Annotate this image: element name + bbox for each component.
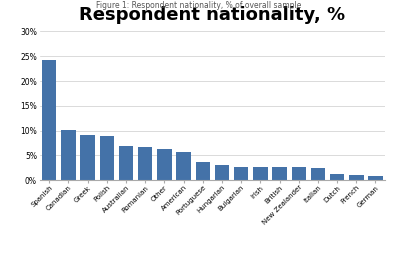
Bar (234, 167, 249, 180)
Bar (330, 174, 344, 180)
Bar (119, 147, 133, 180)
Bar (61, 130, 76, 180)
Bar (272, 167, 287, 180)
Bar (157, 149, 172, 180)
Bar (42, 60, 56, 180)
Title: Respondent nationality, %: Respondent nationality, % (79, 6, 345, 24)
Bar (176, 152, 191, 180)
Bar (215, 165, 229, 180)
Bar (311, 168, 325, 180)
Bar (349, 175, 364, 180)
Bar (253, 167, 268, 180)
Bar (196, 162, 210, 180)
Bar (291, 167, 306, 180)
Bar (100, 136, 114, 180)
Text: Figure 1: Respondent nationality, % of overall sample: Figure 1: Respondent nationality, % of o… (96, 1, 301, 10)
Bar (81, 135, 95, 180)
Bar (138, 148, 152, 180)
Bar (368, 176, 383, 180)
